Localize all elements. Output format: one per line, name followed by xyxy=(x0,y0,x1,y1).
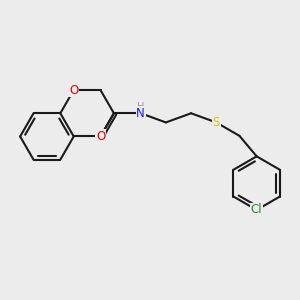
Text: O: O xyxy=(96,130,105,143)
Text: N: N xyxy=(136,107,145,120)
Text: O: O xyxy=(69,84,78,97)
Text: H: H xyxy=(137,102,144,112)
Text: O: O xyxy=(96,130,105,143)
Text: Cl: Cl xyxy=(251,203,262,216)
Text: S: S xyxy=(212,116,220,129)
